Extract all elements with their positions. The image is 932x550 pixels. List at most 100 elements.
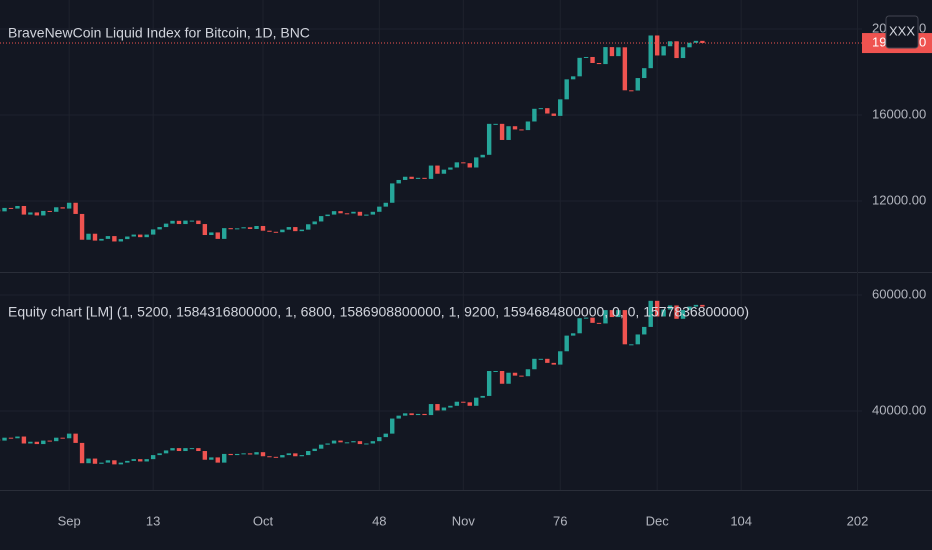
candle: [66, 433, 72, 439]
overlay-label[interactable]: XXX: [889, 23, 915, 38]
candle: [170, 448, 175, 451]
candle: [390, 418, 395, 434]
candle: [558, 351, 563, 365]
candle: [15, 436, 20, 439]
x-tick-label: 202: [847, 513, 869, 528]
candle: [92, 458, 98, 464]
candle: [131, 459, 136, 461]
candle: [551, 113, 556, 116]
candle: [176, 448, 182, 452]
candle: [454, 401, 460, 406]
candle: [441, 169, 447, 174]
candle: [551, 362, 556, 365]
candle: [441, 407, 447, 411]
candle: [312, 221, 317, 225]
candle: [558, 99, 563, 116]
candle: [428, 404, 434, 416]
candle: [189, 448, 195, 450]
x-tick-label: Dec: [646, 513, 670, 528]
candle: [21, 205, 27, 215]
candle: [41, 440, 46, 445]
candle: [493, 370, 498, 372]
candle: [499, 370, 505, 384]
legend-title: BraveNewCoin Liquid Index for Bitcoin, 1…: [8, 25, 310, 41]
candle: [480, 154, 485, 158]
candle: [34, 441, 40, 445]
candle: [377, 206, 382, 212]
candle: [680, 47, 686, 59]
candle: [486, 370, 492, 396]
candle: [15, 205, 20, 209]
candle: [34, 212, 40, 216]
candle: [583, 56, 589, 58]
candle: [629, 344, 634, 346]
candle: [448, 167, 453, 170]
candle: [674, 305, 679, 319]
candle: [396, 179, 401, 184]
candle: [60, 207, 65, 209]
candle: [163, 223, 169, 228]
candle: [28, 441, 33, 444]
candle: [570, 76, 576, 80]
candle: [435, 404, 440, 411]
candle: [196, 448, 201, 452]
candle: [47, 210, 52, 212]
candle: [635, 78, 640, 91]
candle: [318, 444, 324, 449]
candle: [564, 335, 569, 352]
y-tick-label: 12000.00: [872, 192, 926, 207]
x-tick-label: 13: [146, 513, 160, 528]
candle: [390, 183, 395, 203]
candle: [254, 452, 259, 455]
overlay-button[interactable]: XXX: [885, 15, 919, 49]
candle: [331, 440, 337, 444]
candle: [474, 397, 479, 406]
candle: [325, 443, 330, 445]
candle: [370, 211, 376, 215]
candle: [693, 304, 699, 307]
candle: [260, 452, 266, 457]
candle: [538, 358, 544, 360]
candle: [648, 35, 653, 69]
candle: [596, 63, 602, 65]
candle: [21, 436, 27, 444]
candle: [654, 35, 660, 56]
candle: [215, 232, 220, 239]
candle: [609, 47, 615, 57]
candle: [79, 442, 85, 464]
candle: [338, 211, 343, 214]
candle: [196, 220, 201, 225]
candle: [86, 458, 91, 464]
candle: [577, 318, 582, 334]
candle: [512, 126, 518, 130]
y-tick-label: 16000.00: [872, 106, 926, 121]
candle: [118, 239, 124, 242]
candle: [318, 216, 324, 222]
overlay-box[interactable]: [885, 15, 919, 49]
candle: [280, 455, 285, 458]
candle: [131, 234, 136, 237]
candle: [54, 437, 59, 442]
candle: [8, 437, 14, 439]
candle: [525, 121, 531, 131]
candle: [693, 40, 699, 43]
candle: [260, 225, 266, 231]
candle: [273, 231, 279, 233]
candle: [506, 372, 511, 384]
candle: [596, 322, 602, 324]
candle: [293, 453, 298, 457]
candle: [286, 227, 292, 230]
candle: [267, 230, 272, 232]
candle: [415, 177, 421, 179]
y-tick-label: 40000.00: [872, 402, 926, 417]
candle: [422, 177, 427, 179]
candle: [448, 405, 453, 408]
candle: [525, 369, 531, 377]
candle: [603, 47, 608, 65]
candle: [700, 40, 705, 44]
candle: [234, 228, 240, 230]
candle: [86, 233, 91, 240]
candle: [60, 437, 65, 439]
